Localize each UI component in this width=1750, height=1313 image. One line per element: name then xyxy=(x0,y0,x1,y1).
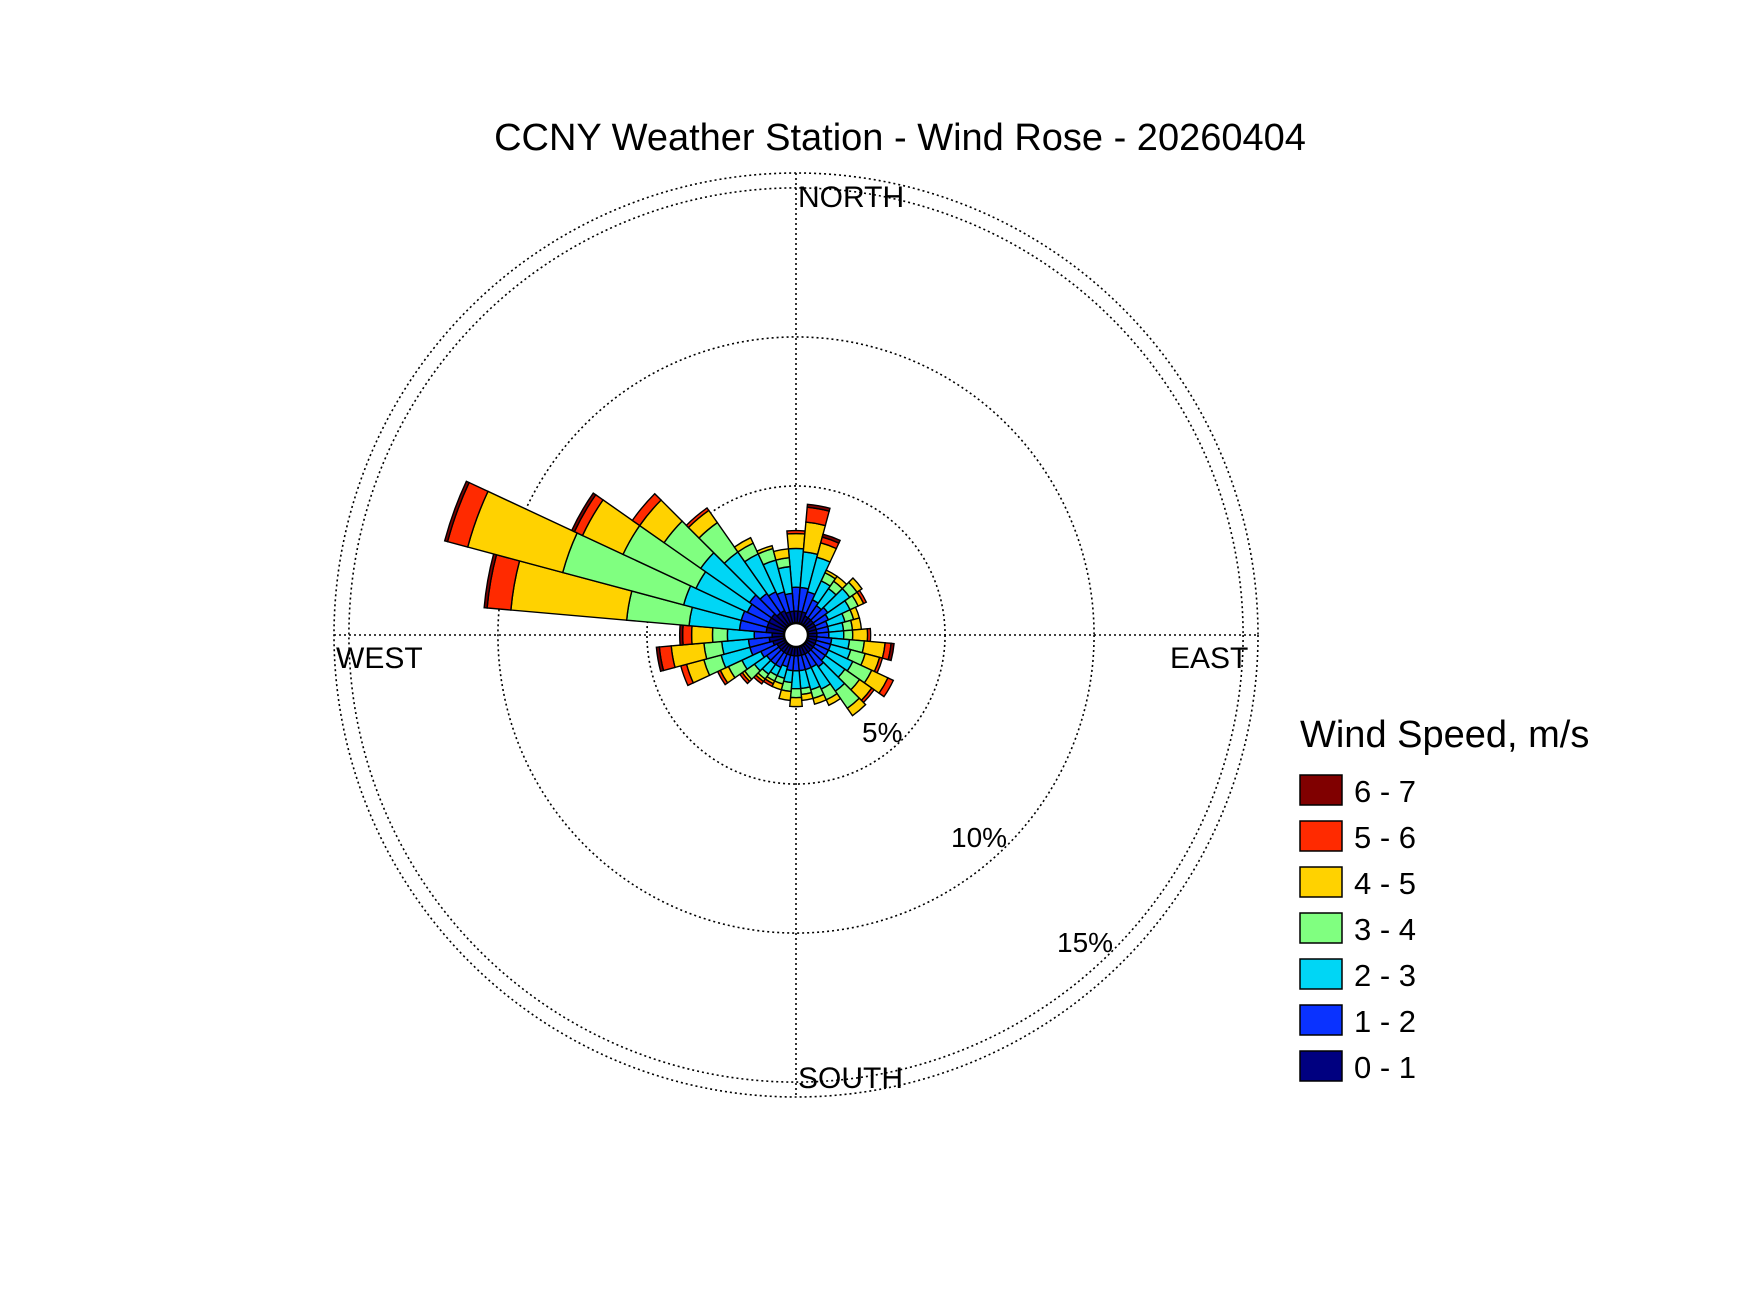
sector-90-bin-3 xyxy=(842,629,854,641)
ring-15 xyxy=(348,187,1244,1083)
sector-290-bin-4 xyxy=(466,490,579,574)
legend-label-4: 2 - 3 xyxy=(1354,958,1416,993)
ring-label-15: 15% xyxy=(1057,927,1113,958)
sector-270-bin-3 xyxy=(711,626,729,644)
legend-swatch-4 xyxy=(1299,958,1343,990)
legend-swatch-6 xyxy=(1299,1050,1343,1082)
sector-90-bin-4 xyxy=(851,628,869,642)
legend-label-6: 0 - 1 xyxy=(1354,1050,1416,1085)
sector-160-bin-4 xyxy=(812,693,828,706)
legend-title: Wind Speed, m/s xyxy=(1300,714,1589,756)
legend-label-3: 3 - 4 xyxy=(1354,912,1416,947)
sector-50-bin-4 xyxy=(847,577,863,594)
sector-310-bin-5 xyxy=(631,492,663,527)
sector-170-bin-4 xyxy=(800,691,814,702)
legend-swatch-1 xyxy=(1299,820,1343,852)
sector-350-bin-4 xyxy=(772,548,790,561)
sector-270-bin-6 xyxy=(678,624,684,646)
direction-label-east: EAST xyxy=(1170,642,1248,675)
sector-340-bin-4 xyxy=(755,544,774,555)
sector-0-bin-5 xyxy=(786,529,806,535)
legend-label-2: 4 - 5 xyxy=(1354,866,1416,901)
direction-label-north: NORTH xyxy=(798,181,904,214)
legend-label-1: 5 - 6 xyxy=(1354,820,1416,855)
sector-100-bin-6 xyxy=(887,642,895,662)
ring-label-10: 10% xyxy=(951,822,1007,853)
direction-label-west: WEST xyxy=(336,642,423,675)
sector-180-bin-3 xyxy=(789,687,803,699)
sector-150-bin-4 xyxy=(825,692,842,707)
wind-sectors xyxy=(443,480,895,717)
sector-300-bin-6 xyxy=(570,492,597,533)
sector-330-bin-4 xyxy=(733,536,755,553)
sector-0-bin-4 xyxy=(786,532,806,550)
legend: 6 - 7 5 - 6 4 - 5 3 - 4 2 - 3 1 - 2 0 - 1 xyxy=(1299,774,1416,1085)
direction-label-south: SOUTH xyxy=(798,1062,903,1095)
sector-20-bin-6 xyxy=(821,533,842,545)
sector-270-bin-5 xyxy=(681,624,693,646)
chart-title: CCNY Weather Station - Wind Rose - 20260… xyxy=(494,117,1306,159)
sector-260-bin-6 xyxy=(655,646,665,673)
sector-290-bin-6 xyxy=(443,480,470,543)
sector-10-bin-6 xyxy=(806,503,831,512)
sector-190-bin-4 xyxy=(778,688,792,702)
sector-140-bin-4 xyxy=(846,697,867,717)
sector-90-bin-5 xyxy=(866,627,872,643)
calm-center-circle xyxy=(782,621,810,649)
legend-swatch-2 xyxy=(1299,866,1343,898)
legend-label-0: 6 - 7 xyxy=(1354,774,1416,809)
ring-label-5: 5% xyxy=(862,717,902,748)
legend-swatch-3 xyxy=(1299,912,1343,944)
legend-label-5: 1 - 2 xyxy=(1354,1004,1416,1039)
sector-80-bin-4 xyxy=(849,617,863,631)
legend-swatch-5 xyxy=(1299,1004,1343,1036)
legend-swatch-0 xyxy=(1299,774,1343,806)
sector-120-bin-5 xyxy=(878,676,895,698)
sector-180-bin-4 xyxy=(789,696,803,708)
sector-60-bin-5 xyxy=(856,589,868,605)
sector-320-bin-5 xyxy=(685,506,710,529)
sector-270-bin-4 xyxy=(690,625,714,645)
